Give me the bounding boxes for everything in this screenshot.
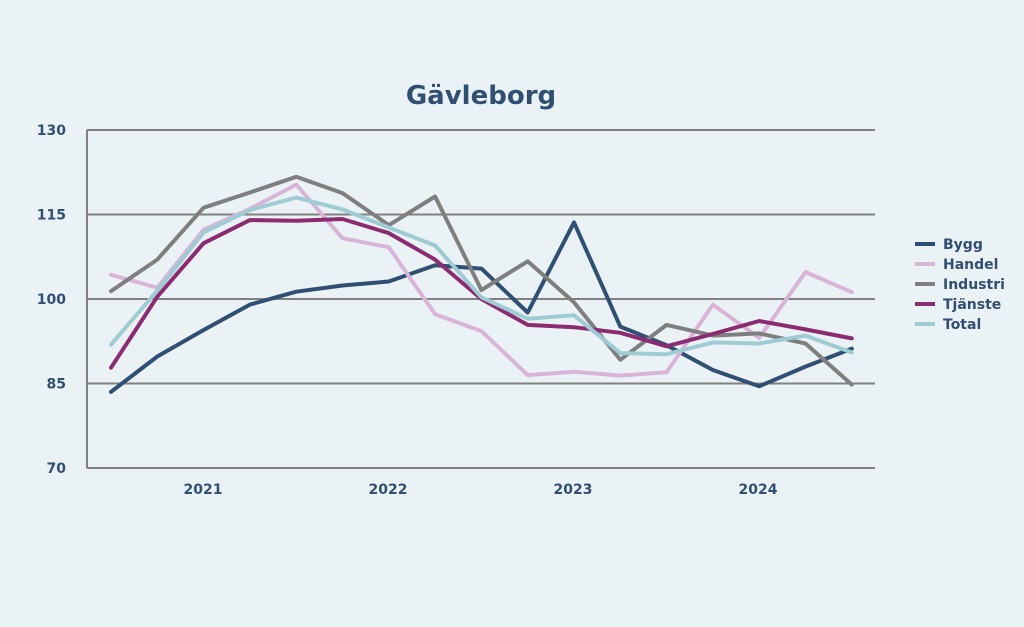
y-tick-label: 70 <box>47 461 67 477</box>
legend: Bygg Handel Industri Tjänste Total <box>915 237 1005 333</box>
y-tick-label: 130 <box>37 123 66 139</box>
y-tick-label: 100 <box>37 292 66 308</box>
x-tick-label: 2021 <box>184 482 223 498</box>
x-tick-label: 2024 <box>739 482 778 498</box>
y-tick-label: 85 <box>47 377 66 393</box>
series-line-bygg <box>109 220 854 394</box>
y-axis-ticks: 70 85 100 115 130 <box>37 123 66 477</box>
legend-label: Tjänste <box>943 297 1001 313</box>
legend-label: Industri <box>943 277 1005 293</box>
legend-label: Total <box>943 317 981 333</box>
series-line-tjnste <box>109 217 854 370</box>
grid <box>86 129 875 469</box>
legend-label: Handel <box>943 257 998 273</box>
y-tick-label: 115 <box>37 208 66 224</box>
series-lines <box>109 174 854 394</box>
chart-title: Gävleborg <box>406 81 556 111</box>
series-line-industri <box>109 174 854 387</box>
legend-label: Bygg <box>943 237 983 253</box>
x-tick-label: 2023 <box>554 482 593 498</box>
series-line-total <box>109 195 854 357</box>
x-axis-ticks: 2021 2022 2023 2024 <box>184 482 778 498</box>
x-tick-label: 2022 <box>369 482 408 498</box>
series-line-handel <box>109 182 854 378</box>
